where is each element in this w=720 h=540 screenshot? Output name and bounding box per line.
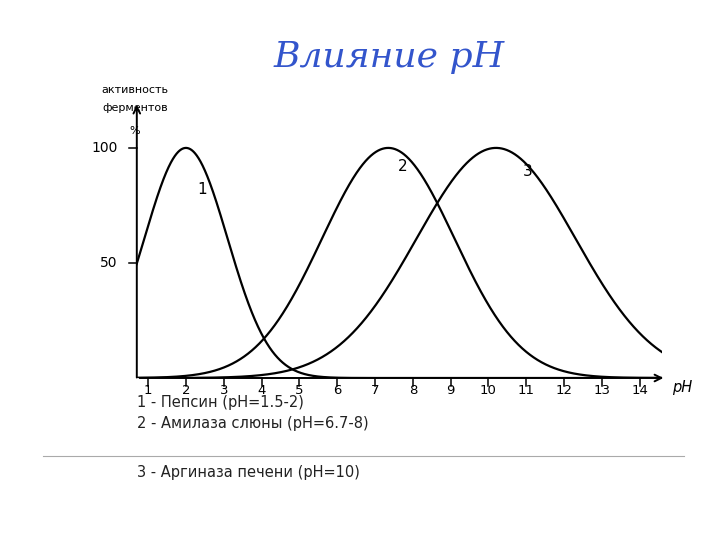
Text: ферментов: ферментов	[102, 103, 168, 113]
Text: 3: 3	[523, 164, 532, 179]
Text: 2: 2	[397, 159, 408, 174]
Text: 100: 100	[91, 141, 118, 155]
Text: рН: рН	[672, 380, 692, 395]
Text: 1 - Пепсин (pH=1.5-2): 1 - Пепсин (pH=1.5-2)	[137, 395, 304, 410]
Text: 50: 50	[100, 256, 118, 270]
Text: 2 - Амилаза слюны (pH=6.7-8): 2 - Амилаза слюны (pH=6.7-8)	[137, 416, 369, 431]
Text: %: %	[130, 126, 140, 137]
Text: активность: активность	[102, 85, 168, 95]
Text: 1: 1	[197, 182, 207, 197]
Text: 3 - Аргиназа печени (pH=10): 3 - Аргиназа печени (pH=10)	[137, 465, 360, 480]
Text: Влияние рН: Влияние рН	[273, 40, 505, 73]
